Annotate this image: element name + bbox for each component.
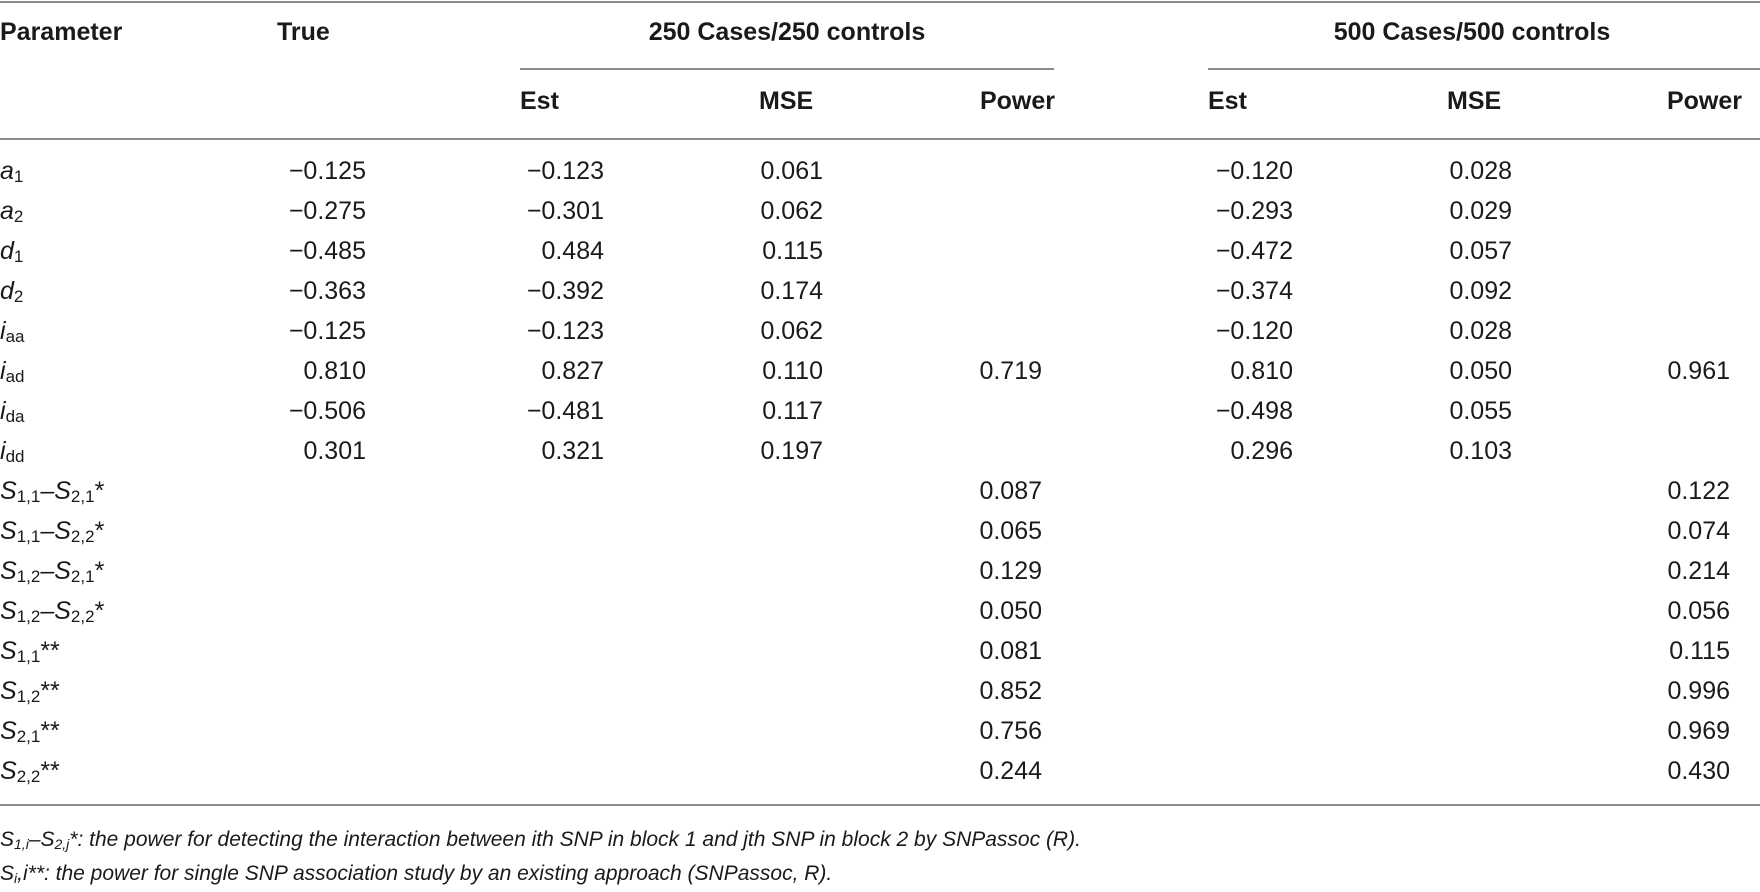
cell-true: −0.485 <box>288 237 366 265</box>
cell-true: −0.125 <box>288 317 366 345</box>
cell-parameter: S1,1–S2,1* <box>0 477 105 506</box>
cell-mse-500: 0.103 <box>1449 437 1512 465</box>
cell-power-500: 0.969 <box>1667 717 1730 745</box>
cell-true: −0.275 <box>288 197 366 225</box>
cell-true: −0.363 <box>288 277 366 305</box>
cell-mse-500: 0.028 <box>1449 317 1512 345</box>
cell-mse-500: 0.029 <box>1449 197 1512 225</box>
cell-est-250: −0.123 <box>526 157 604 185</box>
cell-power-250: 0.081 <box>979 637 1042 665</box>
cell-parameter: iad <box>0 357 25 386</box>
cell-power-500: 0.122 <box>1667 477 1730 505</box>
group-250-rule <box>520 68 1054 70</box>
cell-mse-250: 0.174 <box>760 277 823 305</box>
cell-est-250: 0.827 <box>541 357 604 385</box>
cell-true: 0.810 <box>303 357 366 385</box>
cell-est-500: −0.498 <box>1215 397 1293 425</box>
header-bottom-rule <box>0 138 1760 140</box>
cell-parameter: S2,2** <box>0 757 60 786</box>
cell-parameter: a2 <box>0 197 24 226</box>
cell-true: 0.301 <box>303 437 366 465</box>
cell-est-250: −0.481 <box>526 397 604 425</box>
header-est-250: Est <box>520 87 559 115</box>
cell-est-250: −0.392 <box>526 277 604 305</box>
header-mse-250: MSE <box>759 87 814 115</box>
cell-mse-250: 0.115 <box>762 237 823 265</box>
cell-mse-500: 0.055 <box>1449 397 1512 425</box>
cell-est-500: −0.120 <box>1215 317 1293 345</box>
header-group-500: 500 Cases/500 controls <box>1333 18 1611 46</box>
cell-mse-250: 0.110 <box>762 357 823 385</box>
cell-est-500: −0.374 <box>1215 277 1293 305</box>
cell-power-250: 0.244 <box>979 757 1042 785</box>
cell-mse-500: 0.028 <box>1449 157 1512 185</box>
table-bottom-rule <box>0 804 1760 806</box>
cell-true: −0.125 <box>288 157 366 185</box>
cell-mse-250: 0.061 <box>760 157 823 185</box>
cell-power-250: 0.129 <box>979 557 1042 585</box>
header-group-250: 250 Cases/250 controls <box>648 18 926 46</box>
cell-power-500: 0.074 <box>1667 517 1730 545</box>
cell-power-500: 0.430 <box>1667 757 1730 785</box>
cell-mse-250: 0.117 <box>762 397 823 425</box>
cell-power-500: 0.115 <box>1669 637 1730 665</box>
cell-power-250: 0.065 <box>979 517 1042 545</box>
cell-power-500: 0.056 <box>1667 597 1730 625</box>
cell-parameter: S1,1** <box>0 637 60 666</box>
table-top-rule <box>0 1 1760 3</box>
cell-power-250: 0.050 <box>979 597 1042 625</box>
cell-mse-500: 0.092 <box>1449 277 1512 305</box>
cell-power-500: 0.996 <box>1667 677 1730 705</box>
header-est-500: Est <box>1208 87 1247 115</box>
header-power-250: Power <box>979 87 1055 115</box>
cell-mse-250: 0.197 <box>760 437 823 465</box>
cell-parameter: idd <box>0 437 25 466</box>
cell-parameter: S1,2–S2,2* <box>0 597 105 626</box>
cell-est-500: 0.296 <box>1230 437 1293 465</box>
cell-parameter: S1,2** <box>0 677 60 706</box>
cell-parameter: d1 <box>0 237 24 266</box>
cell-mse-250: 0.062 <box>760 317 823 345</box>
cell-mse-500: 0.050 <box>1449 357 1512 385</box>
cell-est-250: −0.301 <box>526 197 604 225</box>
cell-mse-250: 0.062 <box>760 197 823 225</box>
cell-parameter: S2,1** <box>0 717 60 746</box>
header-power-500: Power <box>1666 87 1742 115</box>
header-mse-500: MSE <box>1447 87 1502 115</box>
cell-power-250: 0.756 <box>979 717 1042 745</box>
cell-parameter: S1,2–S2,1* <box>0 557 105 586</box>
cell-parameter: ida <box>0 397 25 426</box>
cell-est-250: 0.484 <box>541 237 604 265</box>
cell-power-500: 0.214 <box>1667 557 1730 585</box>
footnote-interaction: S1,i–S2,j*: the power for detecting the … <box>0 828 1081 852</box>
cell-est-500: −0.293 <box>1215 197 1293 225</box>
group-500-rule <box>1208 68 1760 70</box>
cell-parameter: a1 <box>0 157 24 186</box>
cell-power-500: 0.961 <box>1667 357 1730 385</box>
cell-est-500: −0.472 <box>1215 237 1293 265</box>
cell-mse-500: 0.057 <box>1449 237 1512 265</box>
cell-parameter: d2 <box>0 277 24 306</box>
cell-parameter: S1,1–S2,2* <box>0 517 105 546</box>
footnote-single-snp: Si,i**: the power for single SNP associa… <box>0 862 833 886</box>
cell-power-250: 0.087 <box>979 477 1042 505</box>
cell-parameter: iaa <box>0 317 25 346</box>
cell-est-500: 0.810 <box>1230 357 1293 385</box>
header-true: True <box>277 18 330 46</box>
cell-est-250: −0.123 <box>526 317 604 345</box>
cell-true: −0.506 <box>288 397 366 425</box>
cell-power-250: 0.719 <box>979 357 1042 385</box>
header-parameter: Parameter <box>0 18 123 46</box>
cell-power-250: 0.852 <box>979 677 1042 705</box>
cell-est-500: −0.120 <box>1215 157 1293 185</box>
cell-est-250: 0.321 <box>541 437 604 465</box>
